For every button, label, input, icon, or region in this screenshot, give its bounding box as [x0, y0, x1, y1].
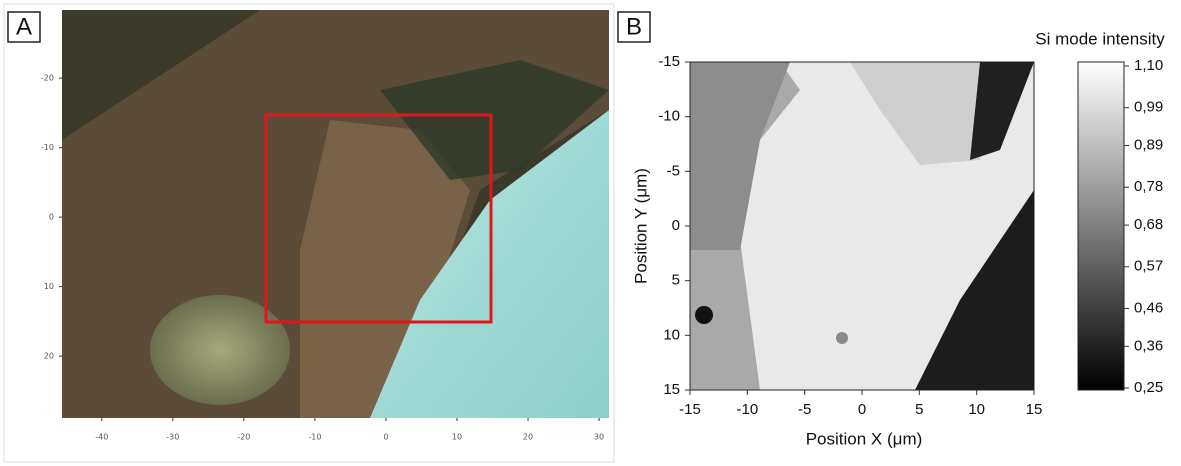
- optical-image: [62, 10, 609, 418]
- colorbar-tick-label: 0,46: [1134, 299, 1163, 316]
- x-tick-label: 0: [383, 433, 388, 442]
- colorbar-tick-label: 0,89: [1134, 137, 1163, 154]
- x-tick-label: 15: [1026, 401, 1043, 418]
- y-tick-label: -15: [658, 53, 680, 70]
- colorbar-tick-label: 0,68: [1134, 216, 1163, 233]
- x-tick-label: -20: [237, 433, 250, 442]
- x-tick-label: -10: [736, 401, 758, 418]
- x-axis-label: Position X (μm): [806, 429, 923, 448]
- colorbar-tick-label: 0,99: [1134, 99, 1163, 116]
- y-tick-label: 0: [672, 217, 680, 234]
- y-tick-label: -10: [41, 143, 54, 152]
- panel-label-box: [617, 11, 651, 43]
- y-axis-label: Position Y (μm): [631, 168, 650, 284]
- colorbar-tick-label: 0,25: [1134, 379, 1163, 396]
- x-tick-label: -15: [679, 401, 701, 418]
- panel-label: B: [626, 13, 642, 40]
- x-tick-label: 20: [523, 433, 533, 442]
- x-tick-label: 5: [915, 401, 923, 418]
- x-tick-label: 0: [858, 401, 866, 418]
- x-tick-label: -5: [798, 401, 811, 418]
- x-tick-label: -30: [166, 433, 179, 442]
- colorbar-title: Si mode intensity: [1035, 29, 1165, 48]
- x-tick-label: -10: [308, 433, 321, 442]
- panel-frame: [3, 3, 615, 463]
- colorbar-tick-label: 0,36: [1134, 337, 1163, 354]
- y-tick-label: 20: [44, 352, 54, 361]
- x-tick-label: -40: [95, 433, 108, 442]
- intensity-image: [690, 62, 1034, 390]
- colorbar-tick-label: 0,78: [1134, 178, 1163, 195]
- y-tick-label: 0: [49, 213, 54, 222]
- y-tick-label: 10: [663, 326, 680, 343]
- colorbar-tick-label: 0,57: [1134, 258, 1163, 275]
- y-tick-label: -5: [667, 162, 680, 179]
- panel-label: A: [16, 13, 32, 40]
- y-tick-label: -10: [658, 108, 680, 125]
- x-tick-label: 30: [594, 433, 604, 442]
- x-tick-label: 10: [452, 433, 462, 442]
- region-box: [264, 113, 493, 324]
- y-tick-label: 15: [663, 381, 680, 398]
- panel-label-box: [7, 11, 41, 43]
- colorbar-tick-label: 1,10: [1134, 57, 1163, 74]
- colorbar: [1077, 61, 1125, 391]
- y-tick-label: 10: [44, 282, 54, 291]
- y-tick-label: -20: [41, 74, 54, 83]
- y-tick-label: 5: [672, 272, 680, 289]
- x-tick-label: 10: [968, 401, 985, 418]
